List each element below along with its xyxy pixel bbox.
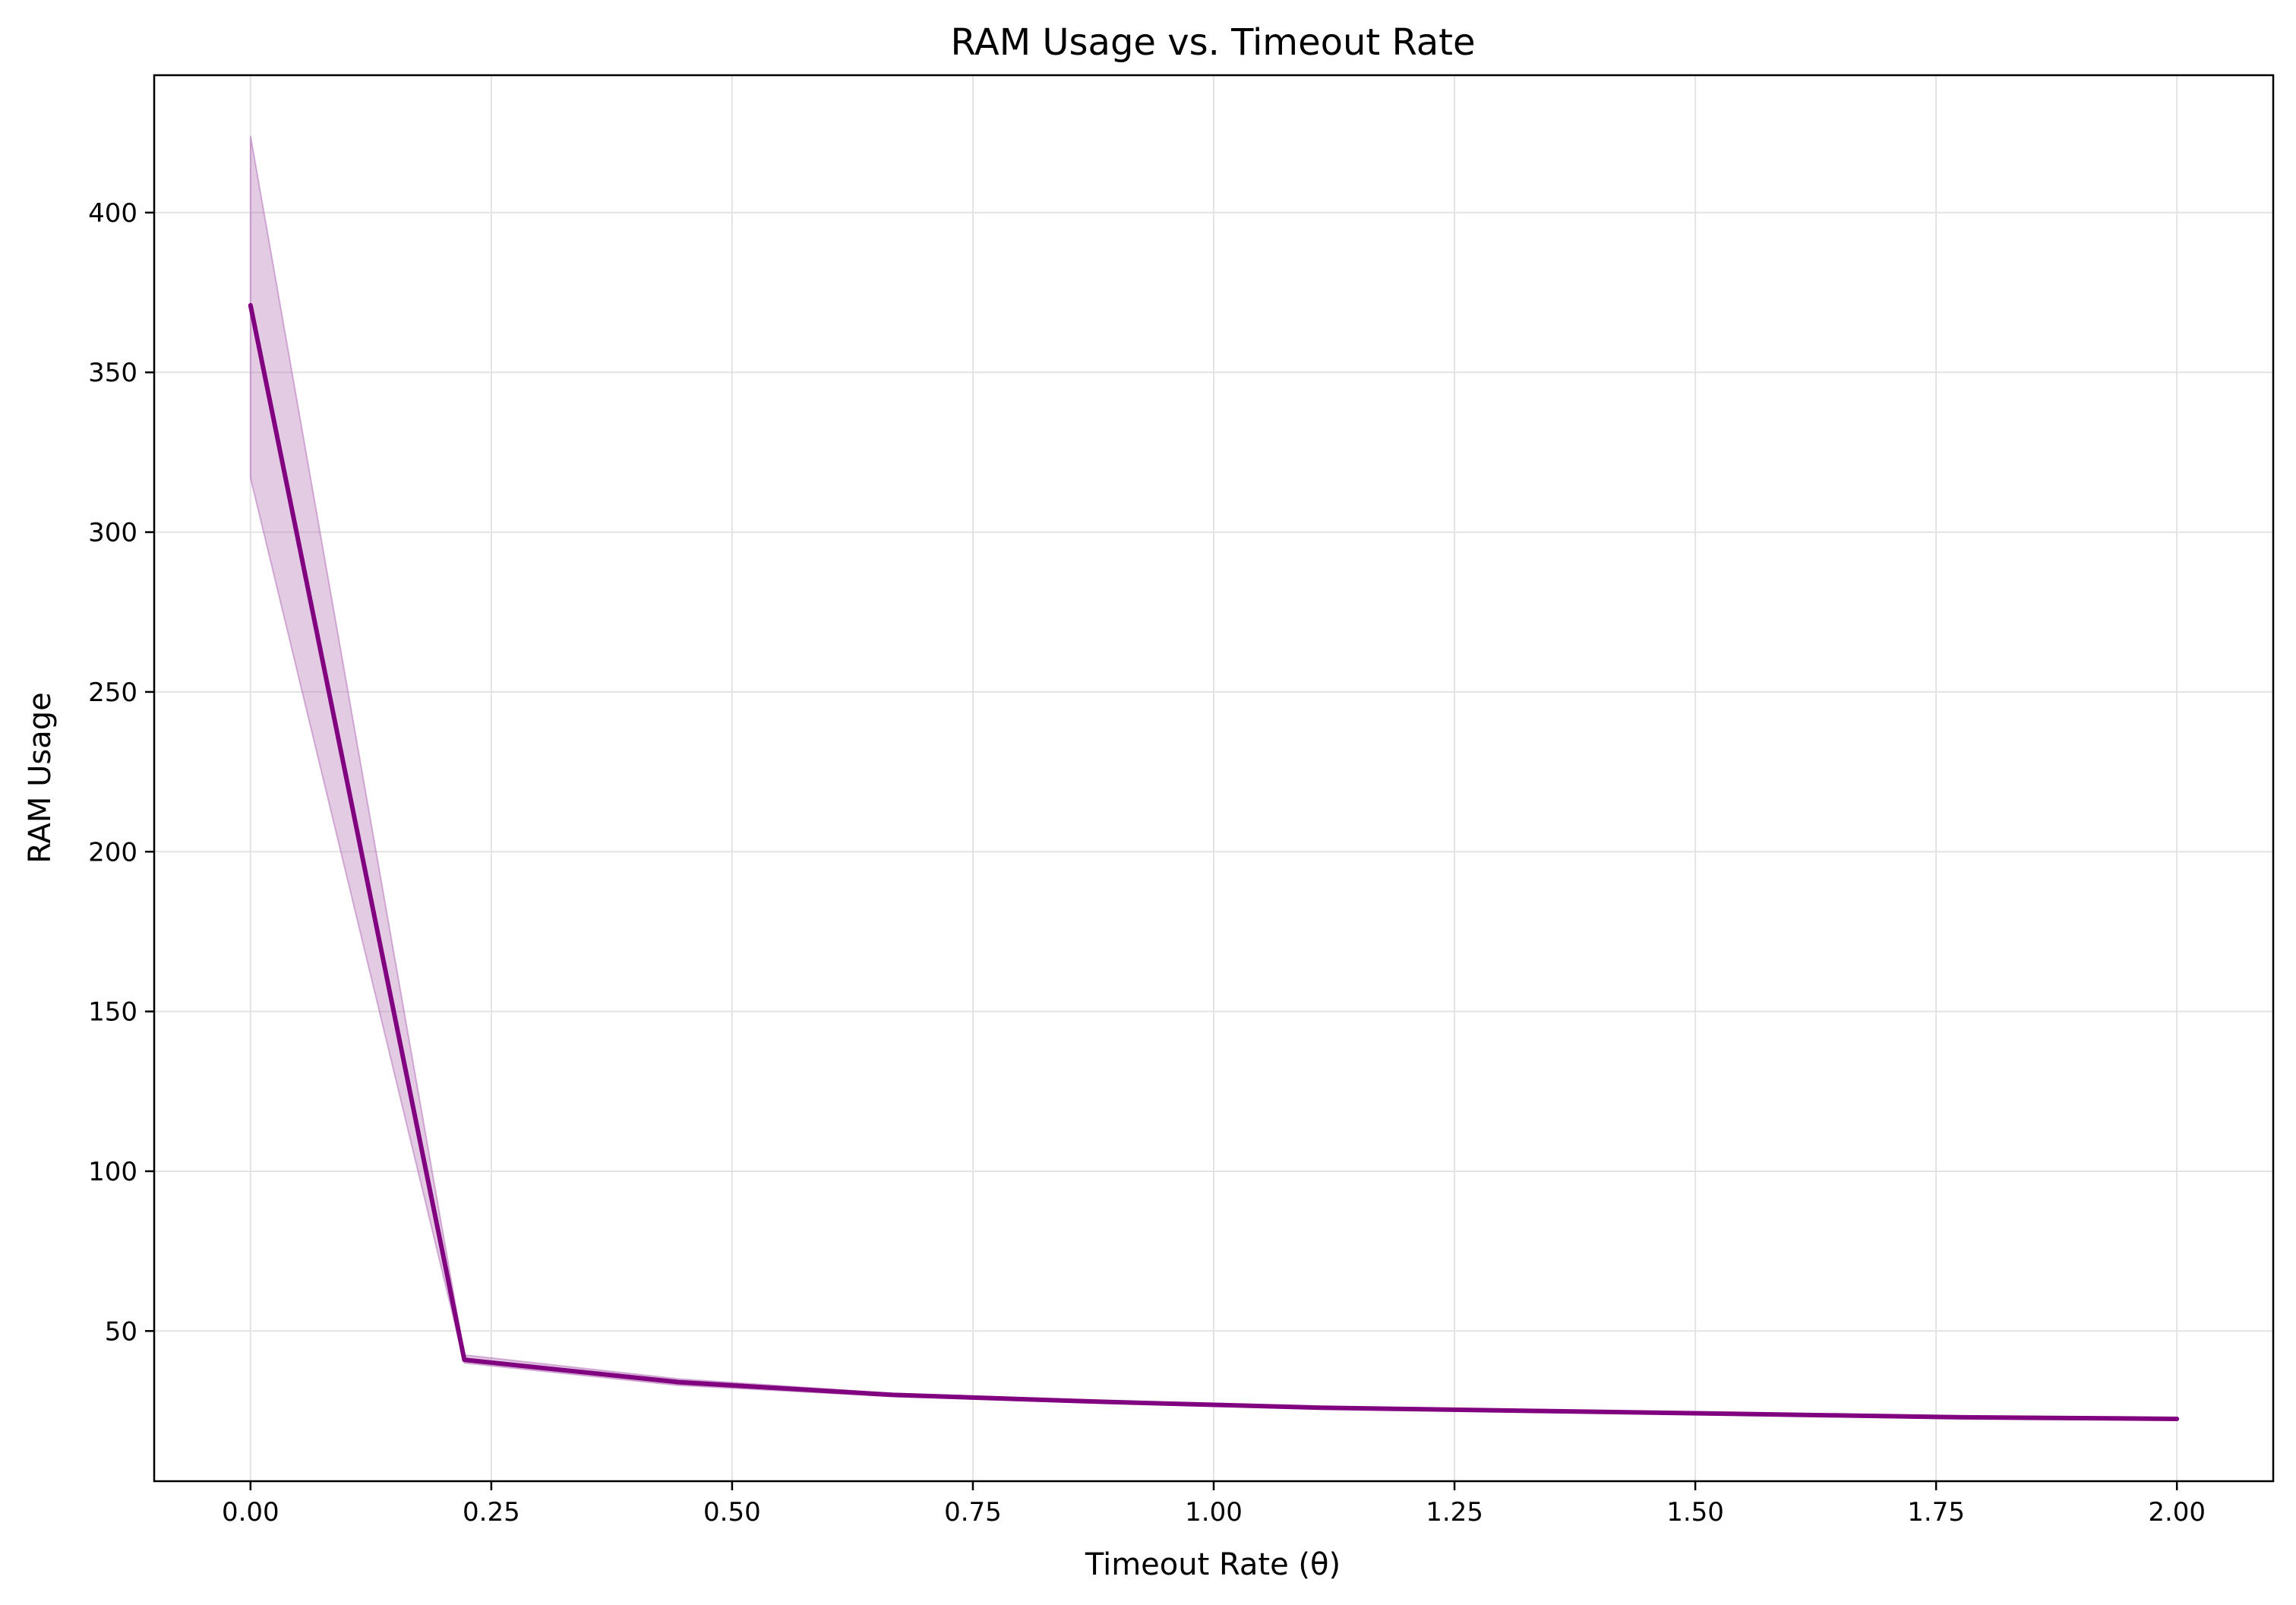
x-axis-label: Timeout Rate (θ): [1085, 1547, 1341, 1582]
x-ticks: 0.00 0.25 0.50 0.75 1.00 1.25 1.50 1.75 2.00: [222, 1481, 2206, 1528]
chart-title: RAM Usage vs. Timeout Rate: [950, 21, 1475, 64]
y-tick-label: 100: [88, 1157, 137, 1187]
y-tick-label: 350: [88, 358, 137, 388]
x-tick-label: 0.25: [463, 1497, 520, 1528]
x-tick-label: 0.50: [703, 1497, 761, 1528]
y-tick-label: 150: [88, 997, 137, 1028]
y-tick-label: 200: [88, 837, 137, 867]
x-tick-label: 2.00: [2148, 1497, 2206, 1528]
x-tick-label: 1.75: [1907, 1497, 1965, 1528]
line-layer: [248, 302, 2180, 1421]
x-tick-label: 1.50: [1666, 1497, 1724, 1528]
y-tick-label: 400: [88, 198, 137, 229]
y-tick-label: 50: [105, 1316, 137, 1347]
x-tick-label: 1.25: [1426, 1497, 1483, 1528]
grid: [154, 75, 2273, 1481]
y-axis-label: RAM Usage: [23, 692, 58, 863]
y-tick-label: 300: [88, 518, 137, 548]
x-tick-label: 0.75: [944, 1497, 1002, 1528]
series-line: [248, 302, 2180, 1421]
y-ticks: 50 100 150 200 250 300 350 400: [88, 198, 154, 1347]
x-tick-label: 1.00: [1185, 1497, 1243, 1528]
y-tick-label: 250: [88, 678, 137, 708]
x-tick-label: 0.00: [222, 1497, 279, 1528]
